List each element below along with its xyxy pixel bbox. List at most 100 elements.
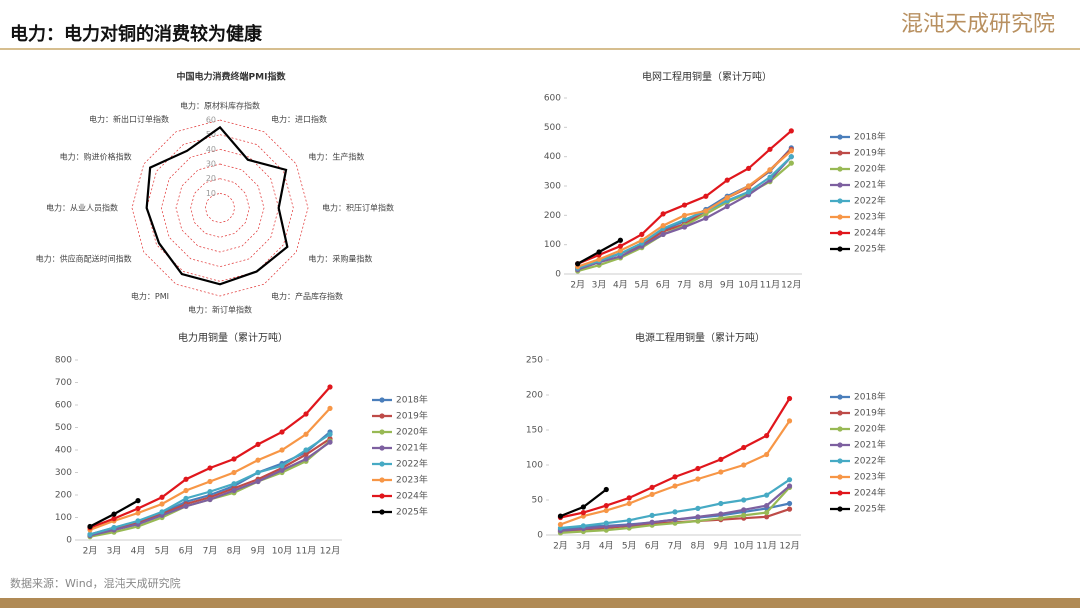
legend-label: 2021年 xyxy=(854,179,886,191)
point xyxy=(786,500,793,507)
point xyxy=(135,498,141,504)
point xyxy=(183,476,189,482)
point xyxy=(786,477,793,483)
legend-label: 2019年 xyxy=(396,410,428,422)
point xyxy=(639,231,645,237)
point xyxy=(111,511,117,517)
point xyxy=(745,165,752,171)
point xyxy=(786,418,793,424)
category-label: 电力：新订单指数 xyxy=(188,305,252,315)
legend-label: 2022年 xyxy=(396,458,428,470)
y-tick-label: 50 xyxy=(532,496,544,506)
legend-label: 2019年 xyxy=(854,147,886,159)
point xyxy=(626,522,632,528)
legend-label: 2024年 xyxy=(854,227,886,239)
point xyxy=(303,411,309,417)
point xyxy=(672,509,678,515)
point xyxy=(703,215,709,221)
x-tick-label: 3月 xyxy=(576,541,591,552)
point xyxy=(786,483,793,489)
point xyxy=(255,441,261,447)
legend-dot xyxy=(837,458,843,464)
point xyxy=(255,478,261,485)
legend-label: 2020年 xyxy=(854,163,886,175)
point xyxy=(639,237,645,243)
x-tick-label: 6月 xyxy=(656,280,671,291)
point xyxy=(603,486,609,493)
point xyxy=(207,489,213,495)
legend-label: 2022年 xyxy=(854,195,886,207)
point xyxy=(681,217,688,223)
y-tick-label: 500 xyxy=(55,423,72,433)
y-tick-label: 150 xyxy=(526,426,543,436)
x-tick-label: 6月 xyxy=(645,541,660,552)
point xyxy=(557,513,564,519)
legend-dot xyxy=(379,509,385,515)
point xyxy=(764,433,770,439)
y-tick-label: 250 xyxy=(526,356,543,366)
point xyxy=(695,514,701,520)
x-tick-label: 11月 xyxy=(296,546,316,557)
point xyxy=(718,515,724,521)
x-tick-label: 5月 xyxy=(634,280,649,291)
category-label: 电力：从业人员指数 xyxy=(46,203,118,213)
point xyxy=(231,481,237,487)
y-tick-label: 300 xyxy=(55,468,72,478)
point xyxy=(626,517,632,523)
point xyxy=(575,261,581,267)
point xyxy=(255,457,261,463)
legend-dot xyxy=(837,182,843,188)
x-tick-label: 9月 xyxy=(720,280,735,291)
point xyxy=(327,384,333,390)
point xyxy=(724,177,730,183)
point xyxy=(87,523,93,530)
point xyxy=(786,395,793,402)
y-tick-label: 100 xyxy=(55,513,72,523)
point xyxy=(788,128,794,134)
point xyxy=(741,497,747,503)
point xyxy=(788,154,794,160)
point xyxy=(649,519,655,526)
x-tick-label: 3月 xyxy=(107,546,122,557)
legend-dot xyxy=(837,410,843,416)
point xyxy=(649,484,655,490)
r-tick-label: 20 xyxy=(206,174,216,183)
point xyxy=(626,495,632,501)
point xyxy=(681,212,688,218)
x-tick-label: 10月 xyxy=(272,546,292,557)
legend-dot xyxy=(837,442,843,448)
y-tick-label: 200 xyxy=(526,391,543,401)
point xyxy=(603,507,609,514)
x-tick-label: 7月 xyxy=(668,541,683,552)
x-tick-label: 5月 xyxy=(155,546,170,557)
x-tick-label: 3月 xyxy=(592,280,607,291)
point xyxy=(745,183,752,189)
legend-dot xyxy=(837,198,843,204)
chart-title: 电力用铜量（累计万吨） xyxy=(178,331,288,344)
point xyxy=(303,451,309,458)
point xyxy=(741,512,747,519)
legend-dot xyxy=(837,474,843,480)
legend-label: 2024年 xyxy=(396,490,428,502)
point xyxy=(660,211,666,217)
legend-dot xyxy=(379,413,385,419)
point xyxy=(159,494,165,500)
point xyxy=(695,518,701,524)
legend-dot xyxy=(837,506,843,512)
legend-label: 2019年 xyxy=(854,407,886,419)
point xyxy=(183,487,189,494)
slide-title: 电力：电力对铜的消费较为健康 xyxy=(10,23,263,45)
x-tick-label: 12月 xyxy=(320,546,340,557)
category-label: 电力：原材料库存指数 xyxy=(180,101,260,111)
category-label: 电力：PMI xyxy=(131,291,169,301)
legend-dot xyxy=(837,214,843,220)
x-tick-label: 10月 xyxy=(734,541,754,552)
legend-label: 2024年 xyxy=(854,487,886,499)
r-tick-label: 40 xyxy=(206,145,216,154)
point xyxy=(207,465,213,471)
r-tick-label: 30 xyxy=(206,160,216,169)
point xyxy=(327,431,333,437)
point xyxy=(617,243,624,249)
x-tick-label: 2月 xyxy=(570,280,585,291)
